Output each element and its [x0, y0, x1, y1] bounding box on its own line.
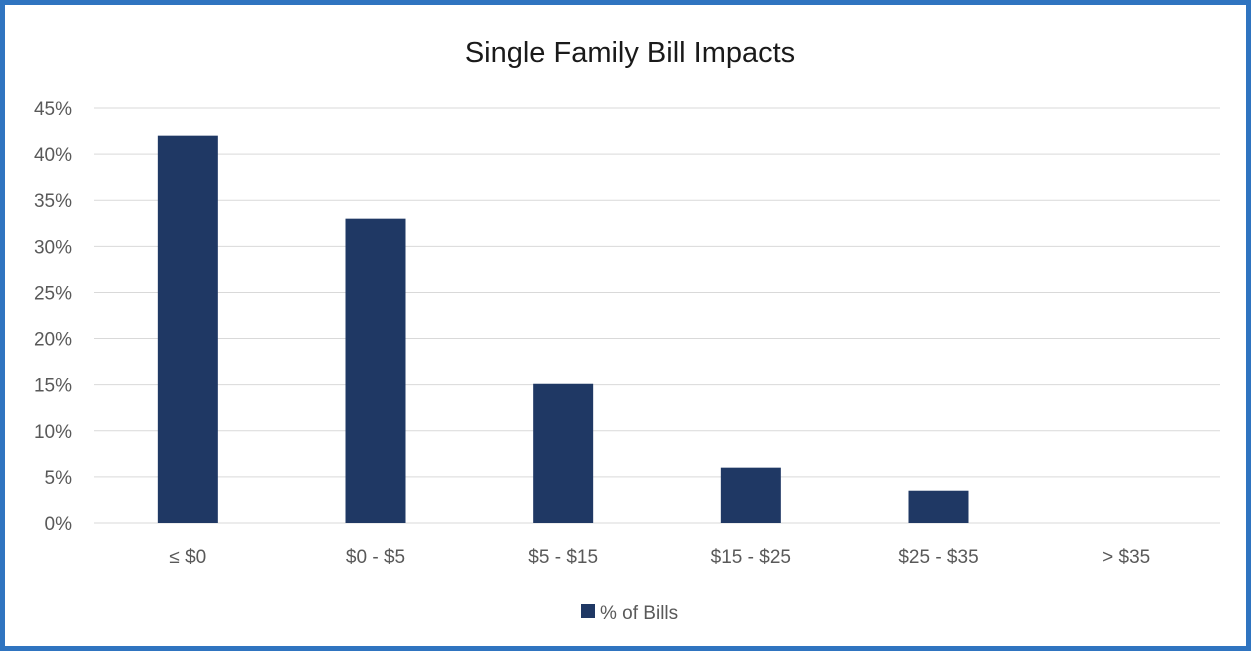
y-tick-label: 25%: [34, 283, 72, 304]
bar: [533, 383, 594, 523]
chart-title: Single Family Bill Impacts: [465, 37, 795, 69]
y-tick-label: 40%: [34, 145, 72, 166]
bars: [157, 135, 969, 523]
bar: [908, 490, 969, 523]
x-tick-label: > $35: [1102, 547, 1150, 568]
legend: % of Bills: [581, 603, 678, 624]
x-tick-label: $15 - $25: [711, 547, 791, 568]
y-tick-label: 35%: [34, 191, 72, 212]
y-tick-label: 0%: [45, 514, 73, 535]
y-tick-label: 15%: [34, 376, 72, 397]
x-tick-label: $5 - $15: [528, 547, 598, 568]
x-tick-label: ≤ $0: [169, 547, 206, 568]
bar: [157, 135, 218, 523]
y-tick-label: 45%: [34, 99, 72, 120]
x-tick-label: $25 - $35: [898, 547, 978, 568]
legend-swatch: [581, 604, 595, 618]
y-tick-label: 5%: [45, 468, 73, 489]
bar: [345, 218, 406, 523]
y-tick-label: 20%: [34, 330, 72, 351]
x-axis-ticks: ≤ $0 $0 - $5 $5 - $15 $15 - $25 $25 - $35 > $…: [169, 547, 1150, 568]
y-tick-label: 30%: [34, 237, 72, 258]
x-tick-label: $0 - $5: [346, 547, 405, 568]
bar: [720, 467, 781, 523]
legend-label: % of Bills: [600, 603, 678, 624]
y-axis-ticks: 0% 5% 10% 15% 20% 25% 30% 35% 40% 45%: [34, 99, 72, 535]
gridlines: [94, 107, 1220, 524]
y-tick-label: 10%: [34, 422, 72, 443]
